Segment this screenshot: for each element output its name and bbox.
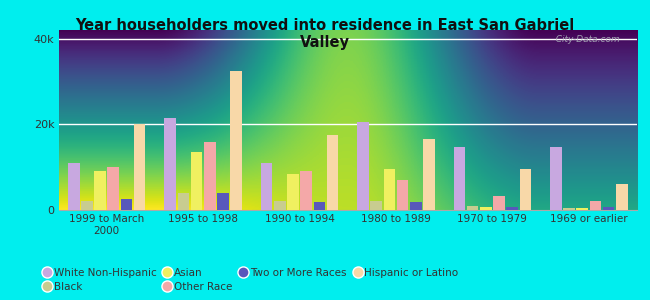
- Bar: [423, 139, 435, 210]
- Bar: [230, 71, 242, 210]
- Bar: [300, 171, 312, 210]
- Bar: [603, 207, 614, 210]
- Bar: [577, 208, 588, 210]
- Bar: [396, 180, 408, 210]
- Bar: [190, 152, 202, 210]
- Bar: [467, 206, 478, 210]
- Bar: [384, 169, 395, 210]
- Text: Year householders moved into residence in East San Gabriel
Valley: Year householders moved into residence i…: [75, 18, 575, 50]
- Bar: [454, 147, 465, 210]
- Bar: [94, 171, 106, 210]
- Bar: [121, 199, 132, 210]
- Bar: [107, 167, 119, 210]
- Bar: [493, 196, 505, 210]
- Bar: [313, 202, 325, 210]
- Bar: [261, 163, 272, 210]
- Bar: [550, 147, 562, 210]
- Bar: [506, 207, 518, 210]
- Bar: [81, 201, 93, 210]
- Bar: [327, 135, 338, 210]
- Bar: [287, 174, 299, 210]
- Bar: [480, 207, 491, 210]
- Bar: [616, 184, 627, 210]
- Bar: [564, 208, 575, 210]
- Bar: [204, 142, 216, 210]
- Bar: [68, 163, 79, 210]
- Bar: [177, 193, 189, 210]
- Text: City-Data.com: City-Data.com: [550, 35, 619, 44]
- Bar: [519, 169, 531, 210]
- Bar: [590, 201, 601, 210]
- Legend: White Non-Hispanic, Black, Asian, Other Race, Two or More Races, Hispanic or Lat: White Non-Hispanic, Black, Asian, Other …: [44, 268, 458, 292]
- Bar: [274, 201, 285, 210]
- Bar: [134, 124, 146, 210]
- Bar: [358, 122, 369, 210]
- Bar: [370, 201, 382, 210]
- Bar: [410, 202, 421, 210]
- Bar: [164, 118, 176, 210]
- Bar: [217, 193, 229, 210]
